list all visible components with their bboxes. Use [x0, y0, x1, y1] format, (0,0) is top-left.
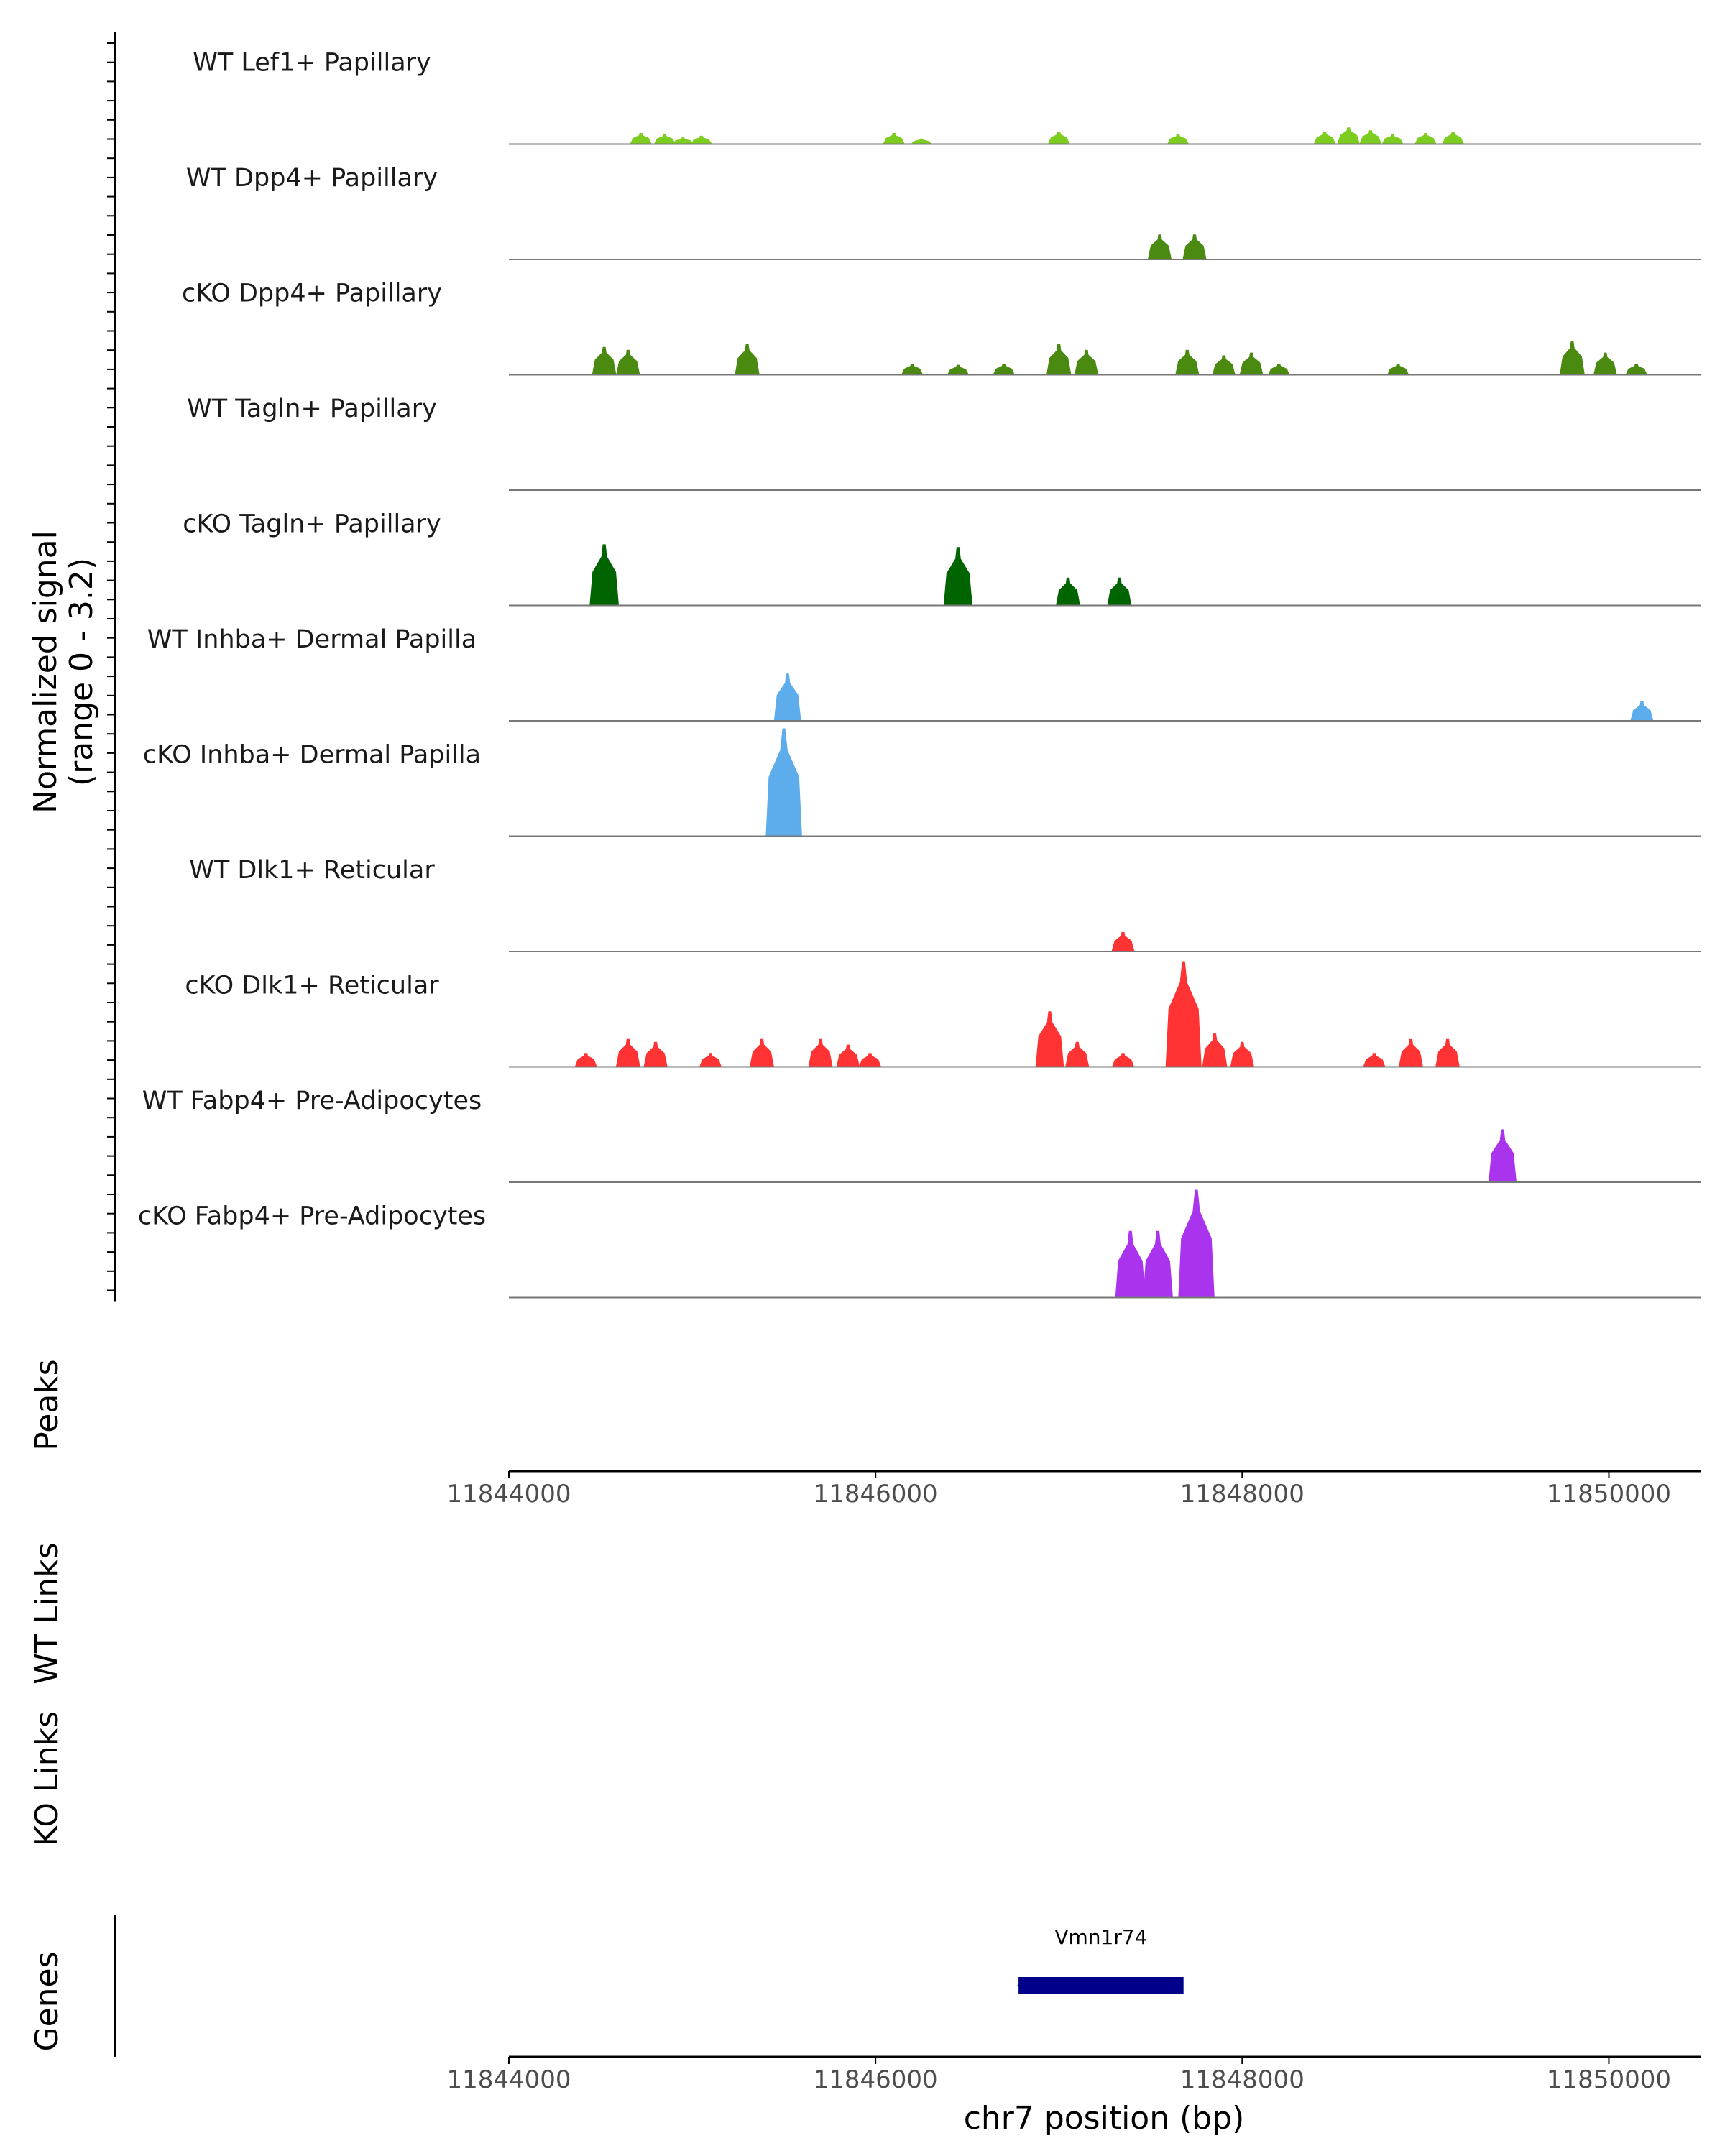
- track-label: cKO Dlk1+ Reticular: [185, 971, 439, 1000]
- coverage-peak: [630, 133, 652, 144]
- coverage-peak: [1489, 1129, 1517, 1182]
- coverage-peak: [993, 364, 1015, 375]
- coverage-peak: [901, 364, 924, 375]
- coverage-peak: [616, 349, 640, 375]
- gene-body: [1018, 1977, 1184, 1994]
- x-tick-label: 11848000: [1180, 2065, 1305, 2094]
- coverage-peak: [672, 137, 694, 144]
- coverage-peak: [1202, 1033, 1228, 1067]
- track-label: cKO Dpp4+ Papillary: [182, 279, 442, 308]
- coverage-peak: [592, 346, 617, 375]
- coverage-peak: [1212, 355, 1236, 375]
- coverage-peak: [1143, 1230, 1173, 1298]
- x-axis-peaks: 11844000 11846000 11848000 11850000: [446, 1470, 1701, 1508]
- coverage-peak: [808, 1038, 833, 1067]
- coverage-peak: [859, 1053, 881, 1067]
- x-axis-title: chr7 position (bp): [964, 2100, 1245, 2137]
- signal-axis-label-line1: Normalized signal: [27, 530, 64, 814]
- track-label: cKO Inhba+ Dermal Papilla: [143, 740, 481, 769]
- coverage-peak: [1112, 1053, 1134, 1067]
- coverage-peak: [691, 135, 712, 144]
- coverage-tracks: WT Lef1+ Papillary WT Dpp4+ Papillary cKO …: [138, 48, 1701, 1299]
- gene-label: Vmn1r74: [1054, 1925, 1147, 1949]
- coverage-peak: [1048, 132, 1070, 144]
- coverage-peak: [1167, 134, 1190, 144]
- panel-label-ko-links: KO Links: [29, 1711, 65, 1846]
- coverage-peak: [1363, 1053, 1386, 1067]
- coverage-peak: [947, 364, 969, 375]
- coverage-peak: [836, 1044, 860, 1067]
- coverage-peak: [1268, 364, 1290, 375]
- coverage-peak: [1107, 577, 1132, 606]
- panel-label-wt-links: WT Links: [29, 1542, 65, 1684]
- track-label: WT Dpp4+ Papillary: [186, 164, 438, 193]
- coverage-peak: [1239, 352, 1264, 375]
- x-tick-label: 11848000: [1180, 1480, 1305, 1508]
- signal-axis-label-line2: (range 0 - 3.2): [63, 558, 100, 786]
- track-label: WT Tagln+ Papillary: [187, 395, 437, 423]
- x-tick-label: 11850000: [1547, 2065, 1671, 2094]
- coverage-peak: [1111, 931, 1135, 952]
- panel-label-genes: Genes: [29, 1951, 65, 2051]
- coverage-peak: [1165, 961, 1202, 1067]
- coverage-peak: [1115, 1230, 1146, 1298]
- coverage-peak: [653, 134, 676, 144]
- x-tick-label: 11844000: [446, 1480, 571, 1508]
- coverage-peak: [1625, 364, 1647, 375]
- coverage-peak: [1147, 234, 1172, 259]
- coverage-peak: [1046, 344, 1072, 375]
- coverage-peak: [1337, 127, 1360, 144]
- coverage-peak: [1387, 364, 1409, 375]
- coverage-peak: [1056, 577, 1080, 606]
- coverage-peak: [574, 1053, 597, 1067]
- signal-axis: [107, 32, 116, 1302]
- coverage-peak: [1074, 349, 1099, 375]
- gene-strand-arrow: [1017, 1977, 1029, 1994]
- x-tick-label: 11850000: [1547, 1480, 1671, 1508]
- x-axis-genes: 11844000 11846000 11848000 11850000: [446, 2055, 1701, 2094]
- coverage-peak: [1414, 133, 1437, 144]
- coverage-peak: [1182, 234, 1207, 259]
- track-label: WT Fabp4+ Pre-Adipocytes: [142, 1087, 482, 1115]
- coverage-peak: [699, 1053, 722, 1067]
- coverage-peak: [589, 544, 619, 606]
- coverage-peak: [765, 728, 802, 837]
- coverage-peak: [615, 1038, 640, 1067]
- coverage-peak: [911, 138, 932, 144]
- coverage-peak: [750, 1038, 774, 1067]
- track-label: WT Inhba+ Dermal Papilla: [147, 625, 477, 654]
- coverage-peak: [1359, 130, 1382, 144]
- x-tick-label: 11846000: [814, 1480, 938, 1508]
- coverage-peak: [943, 547, 972, 606]
- coverage-peak: [1630, 701, 1654, 721]
- coverage-peak: [1313, 132, 1336, 144]
- coverage-peak: [1035, 1011, 1064, 1067]
- coverage-peak: [1381, 134, 1404, 144]
- x-tick-label: 11844000: [446, 2065, 571, 2094]
- coverage-peak: [883, 133, 905, 144]
- coverage-peak: [1593, 352, 1617, 375]
- coverage-peak: [1560, 341, 1585, 375]
- coverage-peak: [1442, 132, 1464, 144]
- coverage-peak: [1065, 1041, 1090, 1067]
- track-label: WT Lef1+ Papillary: [193, 48, 431, 77]
- coverage-peak: [1178, 1189, 1215, 1298]
- coverage-peak: [643, 1041, 668, 1067]
- x-tick-label: 11846000: [814, 2065, 938, 2094]
- coverage-peak: [1399, 1038, 1423, 1067]
- coverage-peak: [1230, 1041, 1254, 1067]
- track-label: cKO Fabp4+ Pre-Adipocytes: [138, 1202, 486, 1230]
- gene-track: Vmn1r74: [1017, 1925, 1184, 1994]
- coverage-peak: [1435, 1038, 1460, 1067]
- track-label: cKO Tagln+ Papillary: [183, 510, 441, 538]
- coverage-peak: [1175, 349, 1200, 375]
- track-label: WT Dlk1+ Reticular: [189, 856, 435, 885]
- coverage-peak: [735, 344, 760, 375]
- coverage-peak: [773, 673, 801, 721]
- panel-label-peaks: Peaks: [29, 1359, 65, 1450]
